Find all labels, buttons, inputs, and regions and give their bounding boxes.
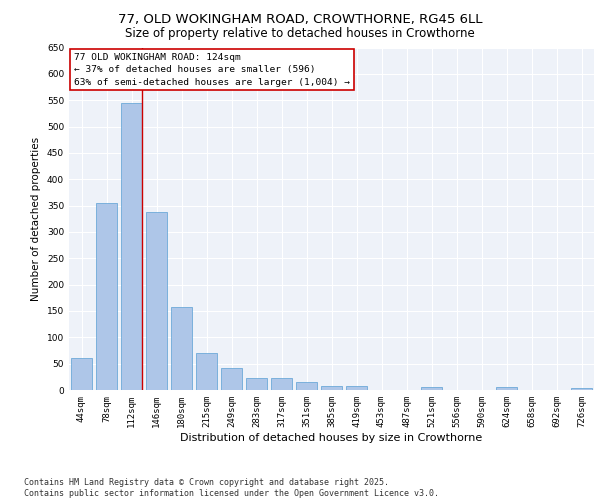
Bar: [196, 353, 217, 390]
Bar: [71, 358, 92, 390]
Bar: [171, 308, 192, 390]
Bar: [571, 388, 592, 390]
Bar: [496, 388, 517, 390]
Bar: [121, 103, 142, 390]
Bar: [221, 368, 242, 390]
Text: Contains HM Land Registry data © Crown copyright and database right 2025.
Contai: Contains HM Land Registry data © Crown c…: [24, 478, 439, 498]
Bar: [271, 378, 292, 390]
Bar: [321, 386, 342, 390]
Text: 77, OLD WOKINGHAM ROAD, CROWTHORNE, RG45 6LL: 77, OLD WOKINGHAM ROAD, CROWTHORNE, RG45…: [118, 12, 482, 26]
Bar: [146, 212, 167, 390]
Text: 77 OLD WOKINGHAM ROAD: 124sqm
← 37% of detached houses are smaller (596)
63% of : 77 OLD WOKINGHAM ROAD: 124sqm ← 37% of d…: [74, 52, 350, 86]
Bar: [421, 388, 442, 390]
Bar: [96, 203, 117, 390]
Y-axis label: Number of detached properties: Number of detached properties: [31, 136, 41, 301]
Bar: [346, 386, 367, 390]
Text: Size of property relative to detached houses in Crowthorne: Size of property relative to detached ho…: [125, 28, 475, 40]
Bar: [296, 382, 317, 390]
Bar: [246, 378, 267, 390]
X-axis label: Distribution of detached houses by size in Crowthorne: Distribution of detached houses by size …: [181, 432, 482, 442]
